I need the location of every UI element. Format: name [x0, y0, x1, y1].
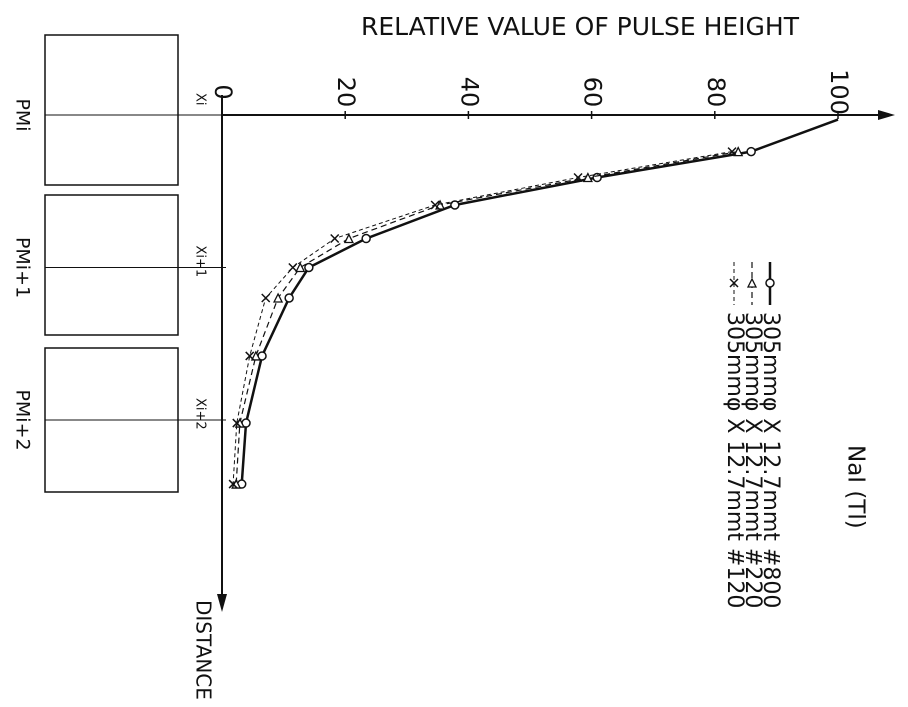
series	[231, 146, 758, 489]
x-tick-label: Xi+1	[193, 246, 208, 278]
marker	[343, 233, 354, 244]
x-axis-label: DISTANCE	[192, 600, 216, 700]
series	[228, 147, 739, 489]
annotation: PMi+2	[12, 389, 34, 450]
marker	[573, 172, 583, 183]
series	[236, 118, 839, 489]
legend-title: NaI (Tl)	[843, 445, 869, 529]
marker	[727, 147, 737, 157]
marker	[284, 293, 294, 303]
detector-box	[44, 194, 179, 336]
marker	[232, 418, 242, 428]
marker	[746, 146, 756, 157]
y-tick-label: 40	[455, 77, 483, 108]
legend-label: 305mmφ X 12.7mmt #120	[722, 312, 747, 608]
marker	[295, 262, 306, 273]
marker	[733, 146, 744, 157]
marker	[288, 262, 298, 273]
x-tick-label: Xi	[193, 93, 208, 106]
legend-label: 305mmφ X 12.7mmt #800	[758, 312, 783, 608]
marker	[261, 293, 271, 303]
legend-label: 305mmφ X 12.7mmt #220	[740, 312, 765, 608]
marker	[228, 479, 238, 489]
axis-arrow	[878, 110, 895, 120]
marker	[304, 262, 314, 273]
y-tick-label: 100	[825, 69, 853, 115]
annotation: PMi+1	[12, 237, 34, 298]
detector-boxes	[44, 34, 179, 493]
series-line	[232, 151, 733, 485]
marker	[330, 233, 340, 244]
legend-marker	[746, 277, 758, 288]
marker	[245, 351, 255, 361]
marker	[582, 172, 593, 183]
series-line	[235, 151, 739, 485]
axis-arrow	[217, 594, 227, 612]
x-tick-label: Xi+2	[193, 398, 208, 430]
series-line	[240, 118, 839, 485]
marker	[430, 200, 440, 210]
y-tick-label: 0	[209, 84, 237, 99]
y-tick-label: 20	[332, 77, 360, 108]
chart-title: RELATIVE VALUE OF PULSE HEIGHT	[361, 12, 800, 41]
annotation: PMi	[12, 98, 34, 131]
y-tick-label: 60	[579, 77, 607, 108]
marker	[361, 233, 371, 244]
marker	[273, 292, 284, 303]
legend-marker	[765, 278, 775, 288]
detector-box	[44, 34, 179, 186]
legend-marker	[729, 278, 739, 288]
y-tick-label: 80	[702, 77, 730, 108]
marker	[250, 350, 261, 361]
